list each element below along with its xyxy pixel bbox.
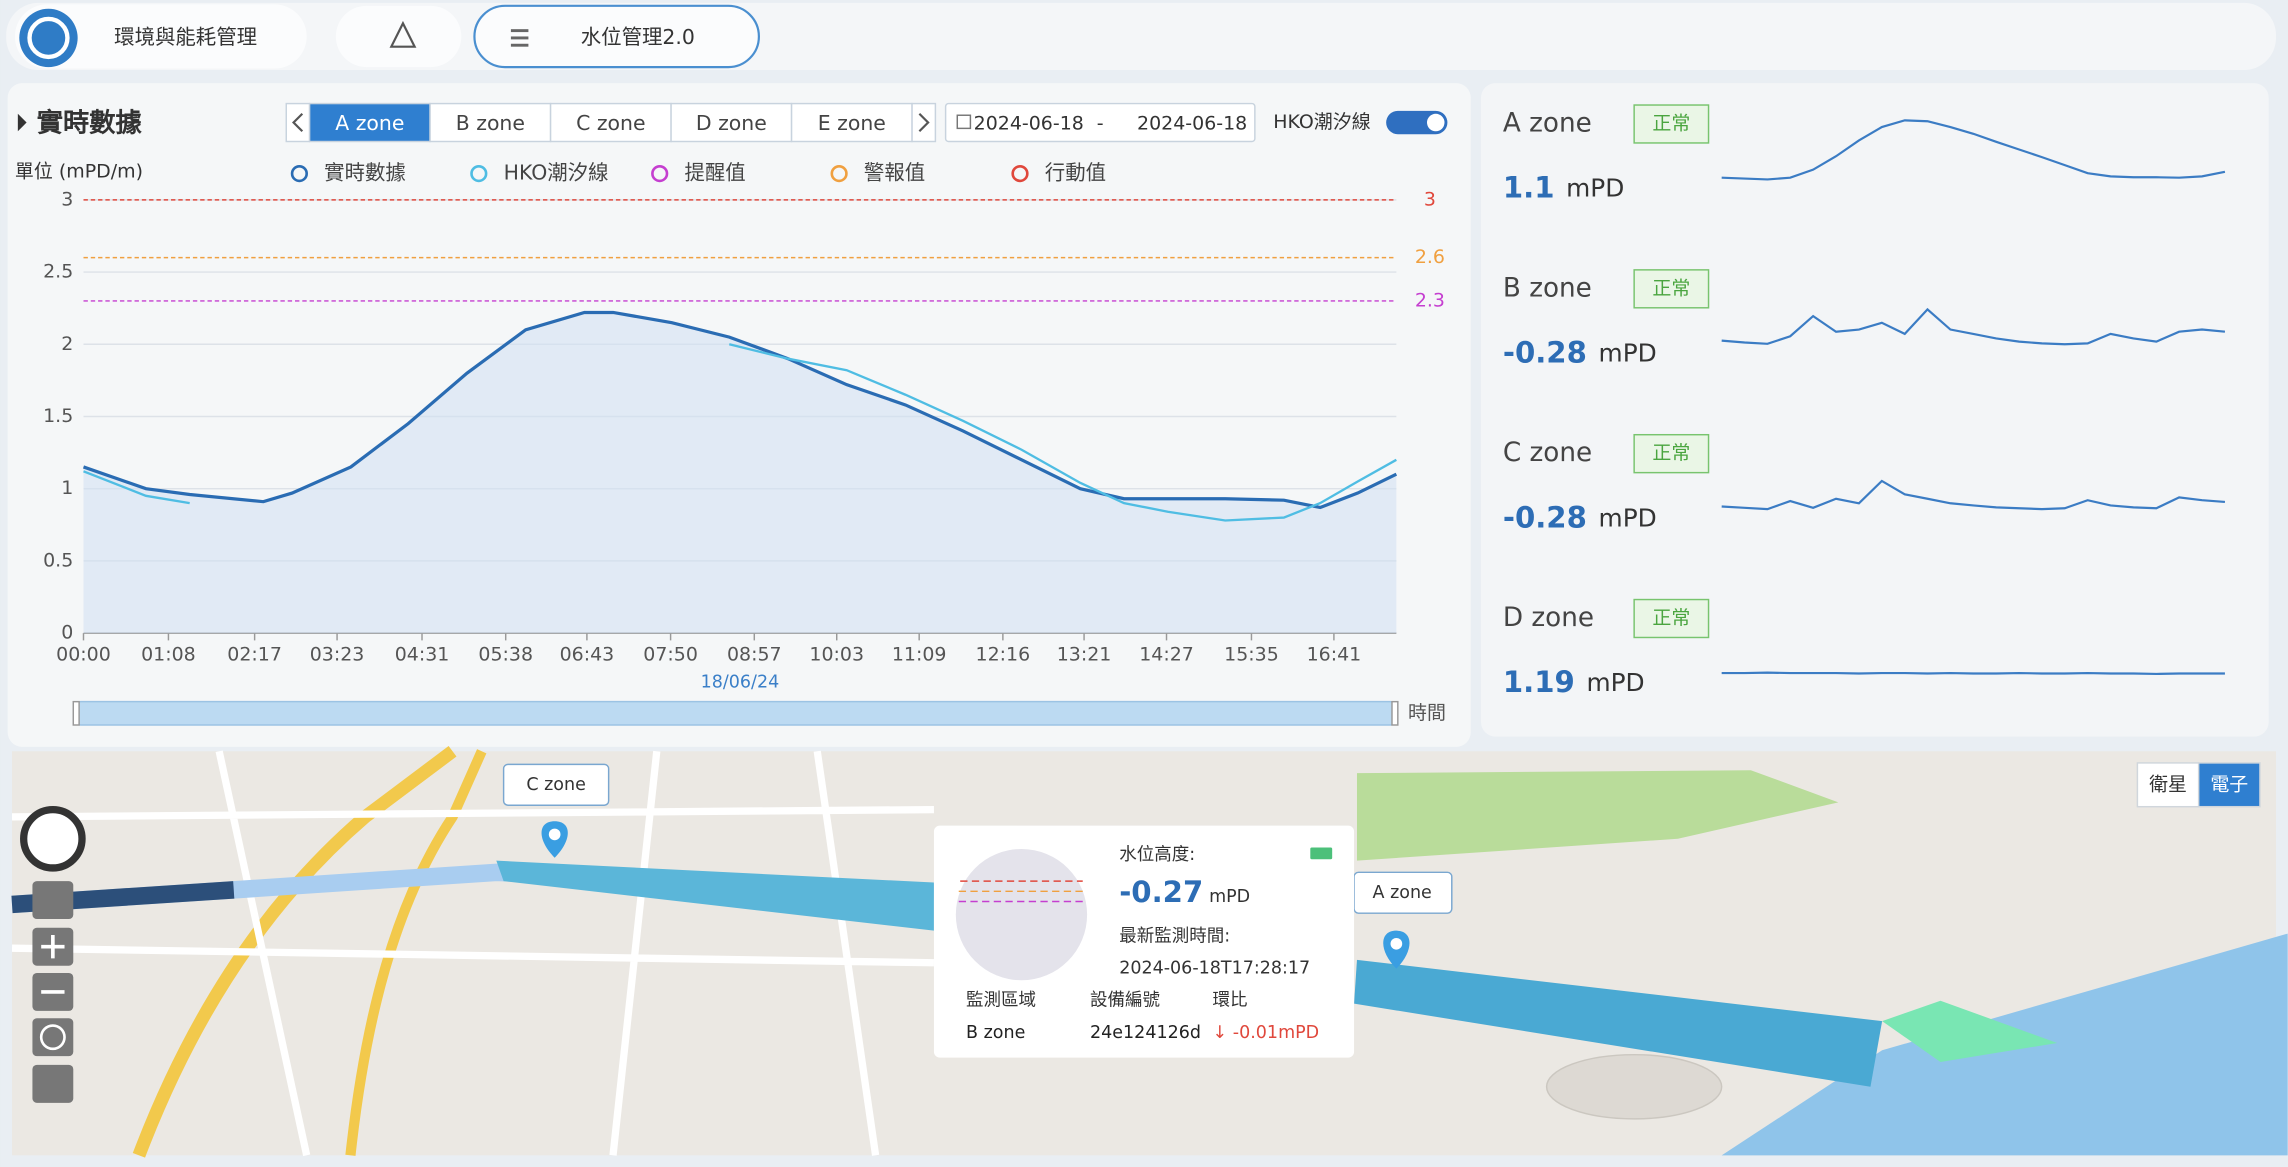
- tab-next[interactable]: [912, 104, 935, 142]
- panel-title: 實時數據: [37, 107, 143, 138]
- zone-status: 正常: [1652, 607, 1690, 629]
- zone-unit: mPD: [1566, 174, 1624, 203]
- legend-label: 行動值: [1045, 161, 1106, 185]
- nav-label: 環境與能耗管理: [114, 25, 257, 49]
- map-tank: [1547, 1055, 1722, 1119]
- x-tick-label: 13:21: [1057, 643, 1112, 665]
- map-pin-dot: [549, 829, 561, 841]
- y-tick-label: 0: [61, 622, 73, 644]
- tab-prev[interactable]: [286, 104, 309, 142]
- zone-name: C zone: [1503, 438, 1592, 468]
- threshold-label: 2.6: [1415, 246, 1445, 268]
- popup-label: 最新監測時間:: [1119, 927, 1230, 947]
- page: {"nav": {"items": ["環境與能耗管理", "水位管理2.0"]…: [0, 0, 2288, 1167]
- x-date-label: 18/06/24: [701, 673, 780, 693]
- zone-value: -0.28: [1503, 500, 1587, 534]
- nav-icon-pill[interactable]: [336, 6, 461, 67]
- zoom-slider[interactable]: [76, 702, 1395, 725]
- x-tick-label: 11:09: [892, 643, 947, 665]
- popup-level: -0.27: [1119, 875, 1203, 909]
- map-label: A zone: [1373, 883, 1432, 903]
- popup-column: 環比: [1213, 991, 1248, 1011]
- popup-battery: [1310, 848, 1332, 860]
- zoom-handle[interactable]: [1392, 702, 1398, 725]
- x-tick-label: 14:27: [1139, 643, 1194, 665]
- zone-name: B zone: [1503, 273, 1592, 303]
- date-end: 2024-06-18: [1137, 112, 1247, 134]
- popup-column: 監測區域: [966, 991, 1036, 1011]
- popup-label: 水位高度:: [1119, 845, 1195, 865]
- popup-cell: B zone: [966, 1023, 1025, 1043]
- x-tick-label: 15:35: [1224, 643, 1279, 665]
- nav-icon-list: [511, 29, 529, 47]
- y-tick-label: 1: [61, 477, 73, 499]
- date-start: 2024-06-18: [974, 112, 1084, 134]
- x-tick-label: 01:08: [141, 643, 196, 665]
- map: [12, 751, 2288, 1155]
- zone-sparkline: [1722, 673, 2225, 674]
- zone-unit: mPD: [1599, 503, 1657, 532]
- map-compass[interactable]: [24, 810, 82, 868]
- zone-tab-label: B zone: [456, 111, 525, 135]
- map-layer-label: 電子: [2210, 773, 2248, 795]
- legend-label: 警報值: [864, 161, 925, 185]
- map-layer-label: 衛星: [2149, 773, 2187, 795]
- zone-status: 正常: [1652, 277, 1690, 299]
- map-pin-dot: [1391, 938, 1403, 950]
- x-tick-label: 16:41: [1307, 643, 1362, 665]
- y-tick-label: 1.5: [43, 405, 73, 427]
- map-home-button[interactable]: [32, 881, 73, 919]
- x-tick-label: 12:16: [976, 643, 1031, 665]
- x-axis-label: 時間: [1408, 702, 1446, 724]
- zone-tab-label: C zone: [576, 111, 645, 135]
- dashboard: 環境與能耗管理 水位管理2.0 實時數據 A zone B zone C zone D zo…: [0, 0, 2288, 1167]
- y-axis-label: 單位 (mPD/m): [15, 161, 143, 183]
- zone-unit: mPD: [1586, 668, 1644, 697]
- y-tick-label: 2.5: [43, 261, 73, 283]
- zone-value: 1.1: [1503, 171, 1555, 205]
- zone-status: 正常: [1652, 112, 1690, 134]
- legend-label: 實時數據: [324, 161, 406, 185]
- map-globe-button[interactable]: [32, 1018, 73, 1056]
- zone-value: -0.28: [1503, 335, 1587, 369]
- threshold-label: 2.3: [1415, 289, 1445, 311]
- zone-tab-label: E zone: [818, 111, 886, 135]
- y-tick-label: 2: [61, 333, 73, 355]
- zone-value: 1.19: [1503, 665, 1575, 699]
- x-tick-label: 05:38: [478, 643, 533, 665]
- zone-tab-label: D zone: [696, 111, 767, 135]
- popup-unit: mPD: [1209, 887, 1250, 907]
- legend-label: 提醒值: [684, 161, 745, 185]
- zone-status: 正常: [1652, 442, 1690, 464]
- zone-unit: mPD: [1599, 338, 1657, 367]
- map-help-button[interactable]: [32, 1065, 73, 1103]
- x-tick-label: 04:31: [395, 643, 450, 665]
- popup-time: 2024-06-18T17:28:17: [1119, 959, 1310, 979]
- popup-cell: 24e124126d: [1090, 1023, 1201, 1043]
- y-tick-label: 0.5: [43, 549, 73, 571]
- zone-name: A zone: [1503, 108, 1592, 138]
- y-tick-label: 3: [61, 188, 73, 210]
- x-tick-label: 02:17: [227, 643, 282, 665]
- zone-tab-label: A zone: [335, 111, 404, 135]
- threshold-label: 3: [1424, 188, 1436, 210]
- toggle-label: HKO潮汐線: [1273, 111, 1370, 133]
- x-tick-label: 08:57: [727, 643, 782, 665]
- date-separator: -: [1097, 112, 1104, 134]
- x-tick-label: 10:03: [809, 643, 864, 665]
- x-tick-label: 03:23: [310, 643, 365, 665]
- popup-gauge: [956, 849, 1087, 980]
- zoom-handle[interactable]: [73, 702, 79, 725]
- legend-label: HKO潮汐線: [504, 161, 609, 185]
- x-tick-label: 06:43: [560, 643, 615, 665]
- map-label: C zone: [526, 775, 586, 795]
- x-tick-label: 00:00: [56, 643, 111, 665]
- zone-name: D zone: [1503, 603, 1594, 633]
- nav-label: 水位管理2.0: [581, 25, 695, 49]
- popup-column: 設備編號: [1090, 991, 1160, 1011]
- toggle-knob: [1427, 114, 1445, 132]
- popup-cell: ↓ -0.01mPD: [1213, 1023, 1320, 1043]
- x-tick-label: 07:50: [643, 643, 698, 665]
